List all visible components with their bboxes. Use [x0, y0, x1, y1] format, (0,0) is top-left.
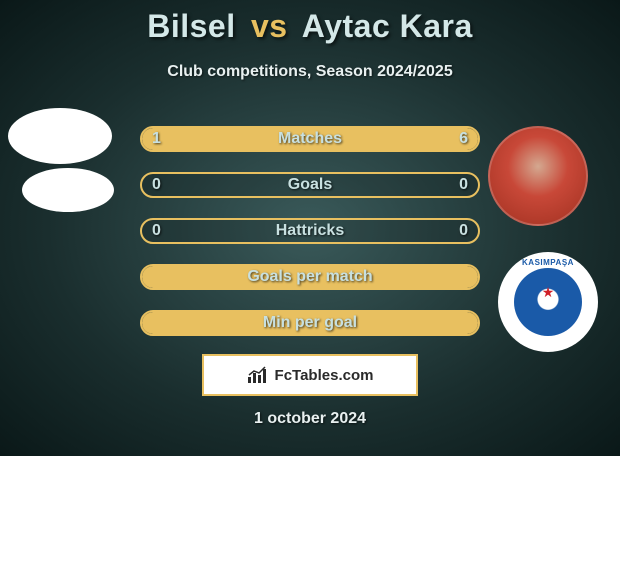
- player2-name: Aytac Kara: [302, 8, 473, 44]
- stat-row: Goals per match: [140, 264, 480, 290]
- stat-row: 00Hattricks: [140, 218, 480, 244]
- brand-box[interactable]: FcTables.com: [202, 354, 418, 396]
- stat-label: Goals per match: [142, 268, 478, 286]
- stat-row: 16Matches: [140, 126, 480, 152]
- player2-club-badge: KASIMPAŞA: [498, 252, 598, 352]
- stat-label: Goals: [142, 176, 478, 194]
- stat-label: Hattricks: [142, 222, 478, 240]
- player1-name: Bilsel: [147, 8, 235, 44]
- subtitle: Club competitions, Season 2024/2025: [0, 63, 620, 81]
- comparison-card: Bilsel vs Aytac Kara Club competitions, …: [0, 0, 620, 456]
- stats-container: 16Matches 00Goals 00Hattricks Goals per mat…: [140, 126, 480, 356]
- title: Bilsel vs Aytac Kara: [0, 0, 620, 45]
- date-label: 1 october 2024: [0, 410, 620, 428]
- stat-label: Matches: [142, 130, 478, 148]
- player1-avatar: [8, 108, 112, 164]
- player1-club-badge: [22, 168, 114, 212]
- badge-text: KASIMPAŞA: [498, 258, 598, 267]
- badge-inner-icon: [514, 268, 582, 336]
- brand-text: FcTables.com: [275, 367, 374, 384]
- chart-icon: [247, 366, 269, 384]
- player2-avatar: [488, 126, 588, 226]
- stat-row: Min per goal: [140, 310, 480, 336]
- vs-label: vs: [251, 8, 288, 44]
- stat-row: 00Goals: [140, 172, 480, 198]
- stat-label: Min per goal: [142, 314, 478, 332]
